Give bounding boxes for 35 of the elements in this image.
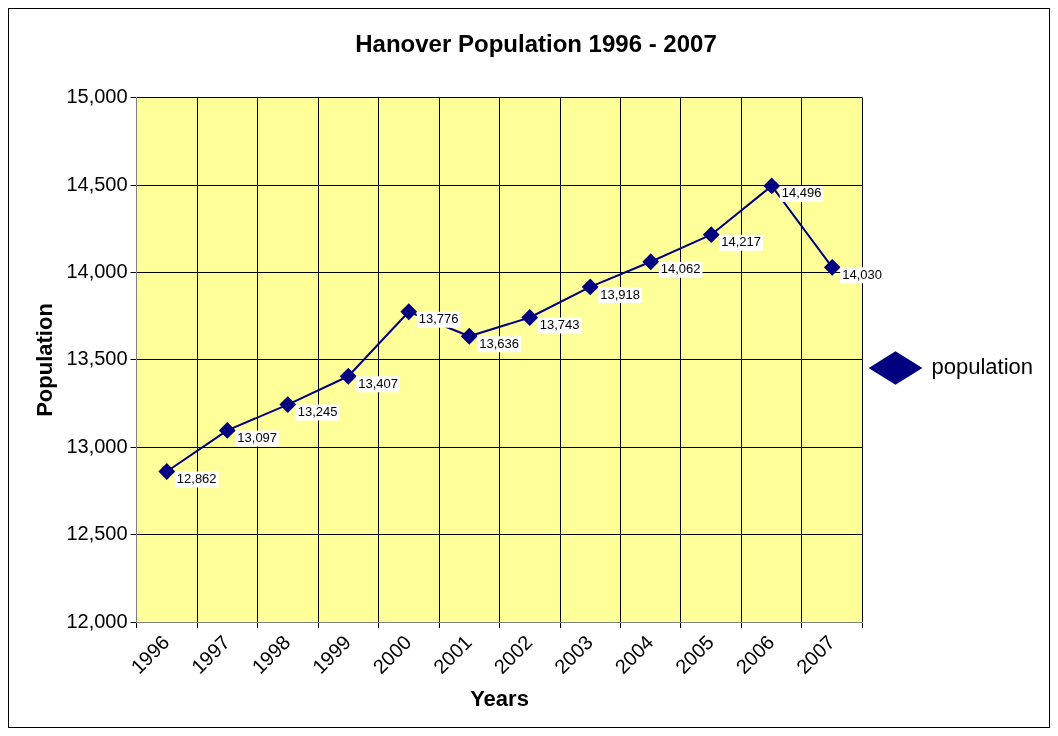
y-tick-label: 15,000 — [66, 85, 128, 108]
point — [400, 303, 417, 320]
point — [521, 309, 538, 326]
y-tick-label: 14,000 — [66, 260, 128, 283]
data-label: 13,245 — [297, 404, 338, 420]
point — [642, 253, 659, 270]
data-label: 13,918 — [600, 286, 641, 302]
point — [461, 328, 478, 345]
y-axis-title: Population — [32, 303, 58, 417]
y-tick-label: 12,500 — [66, 522, 128, 545]
point — [582, 278, 599, 295]
data-label: 13,776 — [418, 311, 459, 327]
point — [824, 259, 841, 276]
data-label: 12,862 — [176, 471, 217, 487]
y-tick-label: 13,000 — [66, 434, 128, 457]
data-label: 14,217 — [721, 234, 761, 250]
x-axis-title: Years — [470, 685, 529, 711]
y-tick-label: 13,500 — [66, 347, 128, 370]
legend-label: population — [931, 354, 1034, 380]
point — [763, 177, 780, 194]
point — [279, 396, 296, 413]
point — [703, 226, 720, 243]
point — [219, 422, 236, 439]
data-label: 13,636 — [479, 335, 520, 351]
data-label: 14,496 — [781, 185, 822, 201]
chart-title: Hanover Population 1996 - 2007 — [355, 30, 717, 58]
point — [340, 368, 357, 385]
y-tick-label: 14,500 — [66, 172, 128, 195]
data-label: 13,407 — [358, 375, 399, 391]
data-label: 14,030 — [842, 266, 882, 282]
y-tick-label: 12,000 — [66, 609, 128, 632]
data-label: 13,097 — [237, 430, 278, 445]
data-label: 14,062 — [660, 261, 701, 277]
point — [158, 463, 175, 480]
data-label: 13,743 — [539, 317, 580, 333]
